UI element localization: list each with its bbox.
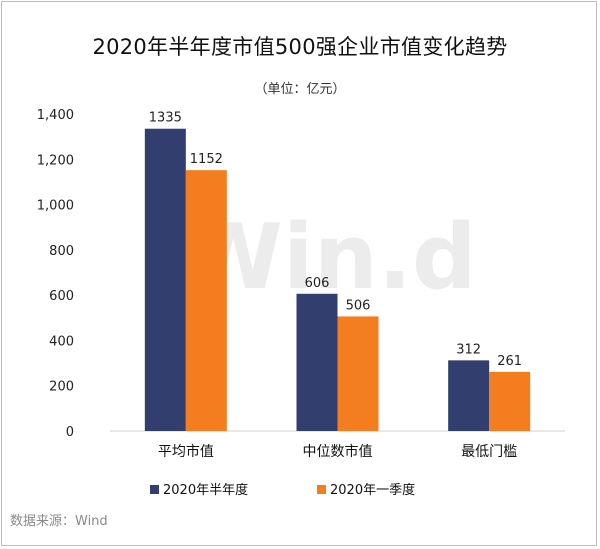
data-label: 1335 <box>149 111 182 126</box>
bar-h1-2020 <box>448 360 490 431</box>
legend-swatch-2 <box>317 485 326 494</box>
data-label: 312 <box>456 342 481 357</box>
bar-h1-2020 <box>144 128 186 432</box>
chart-subtitle: （单位：亿元） <box>254 82 346 97</box>
data-label: 606 <box>305 276 330 291</box>
category-label: 最低门槛 <box>461 444 517 460</box>
y-tick-label: 200 <box>49 380 74 395</box>
y-tick-label: 0 <box>66 425 74 440</box>
y-tick-label: 800 <box>49 244 74 259</box>
bar-h1-2020 <box>296 293 338 431</box>
data-label: 1152 <box>190 152 223 167</box>
bar-q1-2020 <box>185 170 227 431</box>
y-tick-label: 600 <box>49 289 74 304</box>
legend-label-1: 2020年半年度 <box>163 482 248 498</box>
y-tick-label: 1,400 <box>37 108 74 123</box>
category-label: 平均市值 <box>158 443 214 460</box>
watermark-text: Win.d <box>184 205 477 310</box>
legend-swatch-1 <box>150 485 159 494</box>
y-tick-label: 1,000 <box>37 199 74 214</box>
category-label: 中位数市值 <box>303 443 373 460</box>
chart-title: 2020年半年度市值500强企业市值变化趋势 <box>92 35 508 59</box>
y-tick-label: 1,200 <box>37 153 74 168</box>
source-note: 数据来源：Wind <box>10 514 108 529</box>
data-label: 506 <box>346 298 371 313</box>
bar-q1-2020 <box>337 316 379 431</box>
data-label: 261 <box>497 354 522 369</box>
legend-label-2: 2020年一季度 <box>330 482 415 498</box>
bar-q1-2020 <box>489 371 531 431</box>
y-tick-label: 400 <box>49 334 74 349</box>
